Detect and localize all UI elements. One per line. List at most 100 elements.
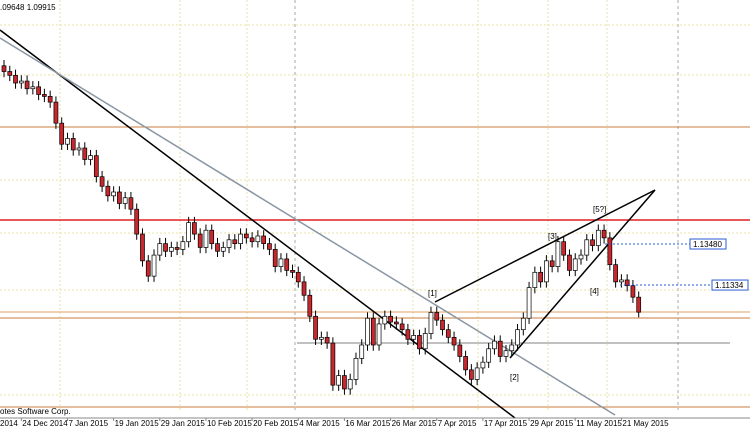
candle-body bbox=[497, 340, 503, 357]
wave-label: [1] bbox=[428, 289, 437, 298]
header-info: .09648 1.09915 bbox=[0, 3, 56, 12]
candle-body bbox=[630, 285, 636, 298]
candle-body bbox=[186, 222, 191, 243]
candle-body bbox=[243, 233, 249, 239]
candle-body bbox=[561, 241, 567, 256]
candle-body bbox=[440, 319, 445, 331]
candle-body bbox=[394, 321, 399, 325]
candle-body bbox=[469, 369, 474, 380]
annotations: [1] [2] [3] [4] [5?] bbox=[428, 205, 606, 382]
candle-body bbox=[117, 191, 122, 204]
x-tick-label: 17 Apr 2015 bbox=[484, 419, 528, 428]
candle-body bbox=[336, 375, 342, 386]
candle-body bbox=[180, 241, 186, 250]
candle-body bbox=[492, 340, 497, 350]
candle-body bbox=[578, 254, 584, 260]
candle-body bbox=[463, 356, 468, 371]
candle-body bbox=[307, 294, 313, 317]
candle-body bbox=[445, 329, 451, 338]
x-tick-label: 7 Apr 2015 bbox=[438, 419, 477, 428]
candle-body bbox=[601, 229, 607, 239]
x-tick-label: 24 Dec 2014 bbox=[22, 419, 68, 428]
candle-body bbox=[53, 101, 59, 124]
x-tick-label: 20 Feb 2015 bbox=[253, 419, 298, 428]
wedge-line bbox=[434, 189, 656, 303]
candle-body bbox=[538, 271, 543, 283]
candle-body bbox=[399, 323, 405, 331]
candle-body bbox=[624, 279, 630, 287]
candle-body bbox=[590, 239, 595, 246]
candle-body bbox=[157, 243, 163, 256]
x-tick-label: 19 Jan 2015 bbox=[115, 419, 160, 428]
candle-body bbox=[515, 329, 520, 346]
candle-body bbox=[47, 96, 53, 103]
price-label: 1.11334 bbox=[715, 281, 744, 290]
candle-body bbox=[122, 197, 128, 204]
candle-body bbox=[18, 80, 24, 84]
candle-body bbox=[88, 155, 93, 160]
candle-body bbox=[70, 138, 76, 151]
candle-body bbox=[422, 333, 428, 350]
candle-body bbox=[76, 147, 82, 151]
candle-body bbox=[526, 287, 532, 319]
candle-body bbox=[272, 249, 278, 267]
candle-body bbox=[313, 315, 318, 340]
candle-body bbox=[474, 367, 480, 380]
candle-body bbox=[347, 379, 353, 390]
candle-body bbox=[24, 80, 30, 90]
candle-body bbox=[197, 233, 203, 248]
x-axis: 24 Dec 2014 7 Jan 2015 19 Jan 2015 29 Jan 2… bbox=[20, 418, 669, 428]
candle-body bbox=[405, 329, 411, 340]
x-tick-label: 21 May 2015 bbox=[622, 419, 669, 428]
candle-body bbox=[278, 258, 284, 267]
candle-body bbox=[324, 336, 330, 344]
candle-body bbox=[451, 336, 457, 346]
candle-body bbox=[249, 237, 255, 243]
grid bbox=[0, 0, 750, 410]
candles bbox=[1, 60, 642, 395]
candle-body bbox=[128, 197, 134, 210]
price-label: 1.13480 bbox=[693, 240, 722, 249]
candle-body bbox=[544, 260, 549, 283]
candle-body bbox=[376, 323, 382, 346]
candle-body bbox=[330, 342, 336, 386]
candle-body bbox=[36, 86, 41, 95]
candle-body bbox=[261, 235, 266, 244]
candle-body bbox=[555, 241, 561, 267]
x-tick-label: 16 Mar 2015 bbox=[345, 419, 390, 428]
candle-body bbox=[267, 243, 272, 250]
candle-body bbox=[13, 74, 18, 84]
candle-body bbox=[613, 264, 618, 283]
candle-body bbox=[93, 155, 99, 178]
price-label-box bbox=[689, 238, 727, 250]
candle-body bbox=[111, 191, 116, 197]
x-tick-label: 29 Apr 2015 bbox=[530, 419, 574, 428]
candle-body bbox=[151, 254, 157, 277]
candle-body bbox=[549, 260, 555, 267]
candle-body bbox=[174, 247, 180, 250]
candle-body bbox=[59, 122, 65, 145]
candle-body bbox=[486, 348, 492, 363]
candle-body bbox=[457, 344, 463, 357]
candle-body bbox=[7, 71, 13, 76]
candle-body bbox=[607, 237, 613, 266]
x-tick-label: 11 May 2015 bbox=[576, 419, 622, 428]
candle-body bbox=[290, 270, 295, 273]
candle-body bbox=[238, 233, 243, 244]
candle-body bbox=[319, 336, 324, 340]
candle-body bbox=[65, 138, 70, 145]
candle-body bbox=[370, 317, 376, 346]
candle-body bbox=[134, 208, 140, 235]
wave-label: [2] bbox=[510, 373, 519, 382]
x-tick-label: 7 Jan 2015 bbox=[68, 419, 108, 428]
candle-body bbox=[192, 222, 197, 235]
candle-body bbox=[382, 315, 388, 325]
x-tick-label: 4 Mar 2015 bbox=[299, 419, 340, 428]
candle-body bbox=[359, 344, 365, 359]
trendline bbox=[0, 37, 616, 416]
candle-body bbox=[532, 271, 538, 288]
candle-body bbox=[503, 350, 509, 357]
candle-body bbox=[619, 279, 624, 283]
